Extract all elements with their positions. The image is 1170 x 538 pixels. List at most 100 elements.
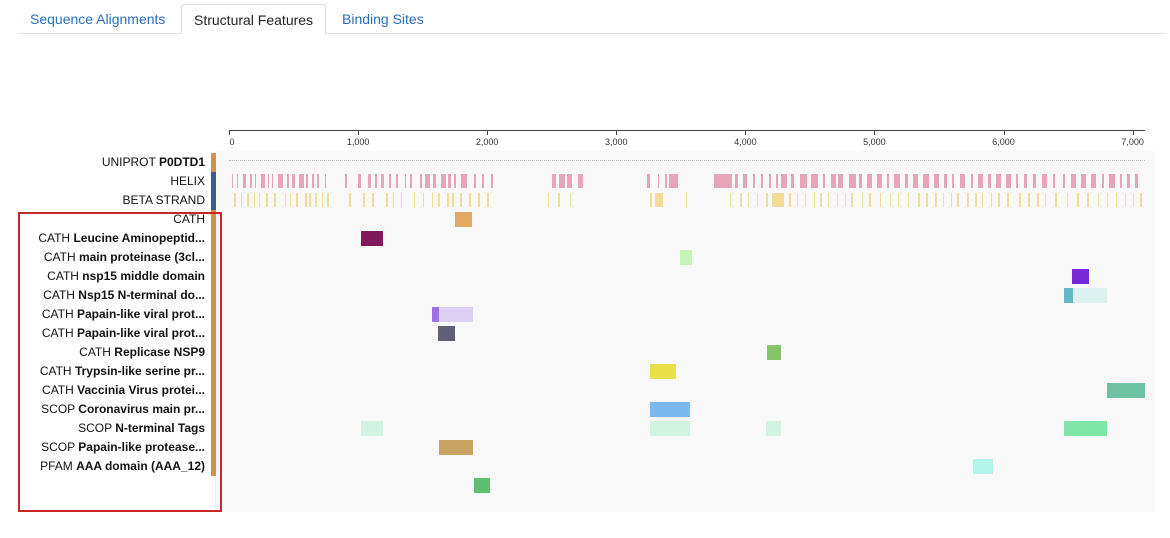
strand-segment[interactable] bbox=[305, 193, 307, 207]
helix-segment[interactable] bbox=[461, 174, 467, 188]
helix-segment[interactable] bbox=[1033, 174, 1036, 188]
strand-segment[interactable] bbox=[392, 193, 395, 207]
strand-segment[interactable] bbox=[685, 193, 688, 207]
helix-segment[interactable] bbox=[1091, 174, 1097, 188]
helix-segment[interactable] bbox=[905, 174, 908, 188]
helix-segment[interactable] bbox=[567, 174, 573, 188]
helix-segment[interactable] bbox=[551, 174, 556, 188]
strand-segment[interactable] bbox=[569, 193, 572, 207]
strand-segment[interactable] bbox=[422, 193, 425, 207]
strand-segment[interactable] bbox=[274, 193, 276, 207]
helix-segment[interactable] bbox=[1135, 174, 1138, 188]
track-label[interactable]: SCOP Papain-like protease... bbox=[18, 438, 205, 457]
strand-segment[interactable] bbox=[289, 193, 292, 207]
helix-segment[interactable] bbox=[753, 174, 755, 188]
feature-track-area[interactable] bbox=[215, 151, 1155, 513]
helix-segment[interactable] bbox=[742, 174, 747, 188]
strand-segment[interactable] bbox=[889, 193, 892, 207]
track-label[interactable]: CATH nsp15 middle domain bbox=[18, 267, 205, 286]
strand-segment[interactable] bbox=[789, 193, 791, 207]
helix-segment[interactable] bbox=[988, 174, 991, 188]
strand-segment[interactable] bbox=[1097, 193, 1100, 207]
track-label[interactable]: CATH Papain-like viral prot... bbox=[18, 324, 205, 343]
helix-segment[interactable] bbox=[811, 174, 818, 188]
strand-segment[interactable] bbox=[813, 193, 816, 207]
strand-segment[interactable] bbox=[766, 193, 768, 207]
strand-segment[interactable] bbox=[1044, 193, 1047, 207]
helix-segment[interactable] bbox=[1024, 174, 1027, 188]
track-label[interactable]: CATH bbox=[18, 210, 205, 229]
helix-segment[interactable] bbox=[316, 174, 320, 188]
strand-segment[interactable] bbox=[942, 193, 945, 207]
helix-segment[interactable] bbox=[298, 174, 304, 188]
feature-block[interactable] bbox=[1071, 269, 1089, 284]
helix-segment[interactable] bbox=[799, 174, 808, 188]
strand-segment[interactable] bbox=[363, 193, 365, 207]
strand-segment[interactable] bbox=[309, 193, 311, 207]
helix-segment[interactable] bbox=[491, 174, 493, 188]
strand-segment[interactable] bbox=[558, 193, 560, 207]
helix-segment[interactable] bbox=[838, 174, 844, 188]
strand-segment[interactable] bbox=[649, 193, 653, 207]
strand-segment[interactable] bbox=[372, 193, 374, 207]
helix-segment[interactable] bbox=[951, 174, 955, 188]
helix-segment[interactable] bbox=[389, 174, 391, 188]
strand-segment[interactable] bbox=[321, 193, 324, 207]
strand-segment[interactable] bbox=[400, 193, 403, 207]
strand-segment[interactable] bbox=[1037, 193, 1039, 207]
helix-segment[interactable] bbox=[1127, 174, 1131, 188]
helix-segment[interactable] bbox=[395, 174, 399, 188]
track-label[interactable]: UNIPROT P0DTD1 bbox=[18, 153, 205, 172]
strand-segment[interactable] bbox=[740, 193, 742, 207]
helix-segment[interactable] bbox=[474, 174, 476, 188]
helix-segment[interactable] bbox=[977, 174, 983, 188]
strand-segment[interactable] bbox=[460, 193, 462, 207]
helix-segment[interactable] bbox=[735, 174, 738, 188]
helix-segment[interactable] bbox=[368, 174, 371, 188]
strand-segment[interactable] bbox=[1066, 193, 1069, 207]
helix-segment[interactable] bbox=[254, 174, 257, 188]
strand-segment[interactable] bbox=[296, 193, 298, 207]
feature-block[interactable] bbox=[439, 307, 473, 322]
helix-segment[interactable] bbox=[781, 174, 787, 188]
strand-segment[interactable] bbox=[950, 193, 953, 207]
strand-segment[interactable] bbox=[431, 193, 434, 207]
strand-segment[interactable] bbox=[861, 193, 864, 207]
strand-segment[interactable] bbox=[247, 193, 249, 207]
strand-segment[interactable] bbox=[907, 193, 910, 207]
helix-segment[interactable] bbox=[267, 174, 270, 188]
feature-block[interactable] bbox=[679, 250, 693, 265]
helix-segment[interactable] bbox=[822, 174, 826, 188]
helix-segment[interactable] bbox=[1070, 174, 1076, 188]
strand-segment[interactable] bbox=[315, 193, 317, 207]
feature-block[interactable] bbox=[474, 478, 490, 493]
helix-segment[interactable] bbox=[420, 174, 422, 188]
strand-segment[interactable] bbox=[926, 193, 928, 207]
feature-block[interactable] bbox=[1073, 288, 1107, 303]
track-label[interactable]: CATH Trypsin-like serine pr... bbox=[18, 362, 205, 381]
strand-segment[interactable] bbox=[469, 193, 471, 207]
strand-segment[interactable] bbox=[851, 193, 853, 207]
tab-binding-sites[interactable]: Binding Sites bbox=[342, 11, 424, 27]
helix-segment[interactable] bbox=[559, 174, 565, 188]
feature-block[interactable] bbox=[649, 364, 676, 379]
strand-segment[interactable] bbox=[844, 193, 847, 207]
strand-segment[interactable] bbox=[1115, 193, 1118, 207]
strand-segment[interactable] bbox=[266, 193, 268, 207]
strand-segment[interactable] bbox=[1077, 193, 1079, 207]
strand-segment[interactable] bbox=[772, 193, 785, 207]
helix-segment[interactable] bbox=[887, 174, 889, 188]
track-label[interactable]: SCOP N-terminal Tags bbox=[18, 419, 205, 438]
strand-segment[interactable] bbox=[253, 193, 256, 207]
helix-segment[interactable] bbox=[448, 174, 452, 188]
feature-block[interactable] bbox=[1064, 421, 1107, 436]
track-label[interactable]: CATH Papain-like viral prot... bbox=[18, 305, 205, 324]
strand-segment[interactable] bbox=[327, 193, 329, 207]
helix-segment[interactable] bbox=[1080, 174, 1087, 188]
helix-segment[interactable] bbox=[453, 174, 457, 188]
helix-segment[interactable] bbox=[358, 174, 361, 188]
strand-segment[interactable] bbox=[284, 193, 286, 207]
helix-segment[interactable] bbox=[1101, 174, 1105, 188]
helix-segment[interactable] bbox=[830, 174, 836, 188]
helix-segment[interactable] bbox=[306, 174, 308, 188]
